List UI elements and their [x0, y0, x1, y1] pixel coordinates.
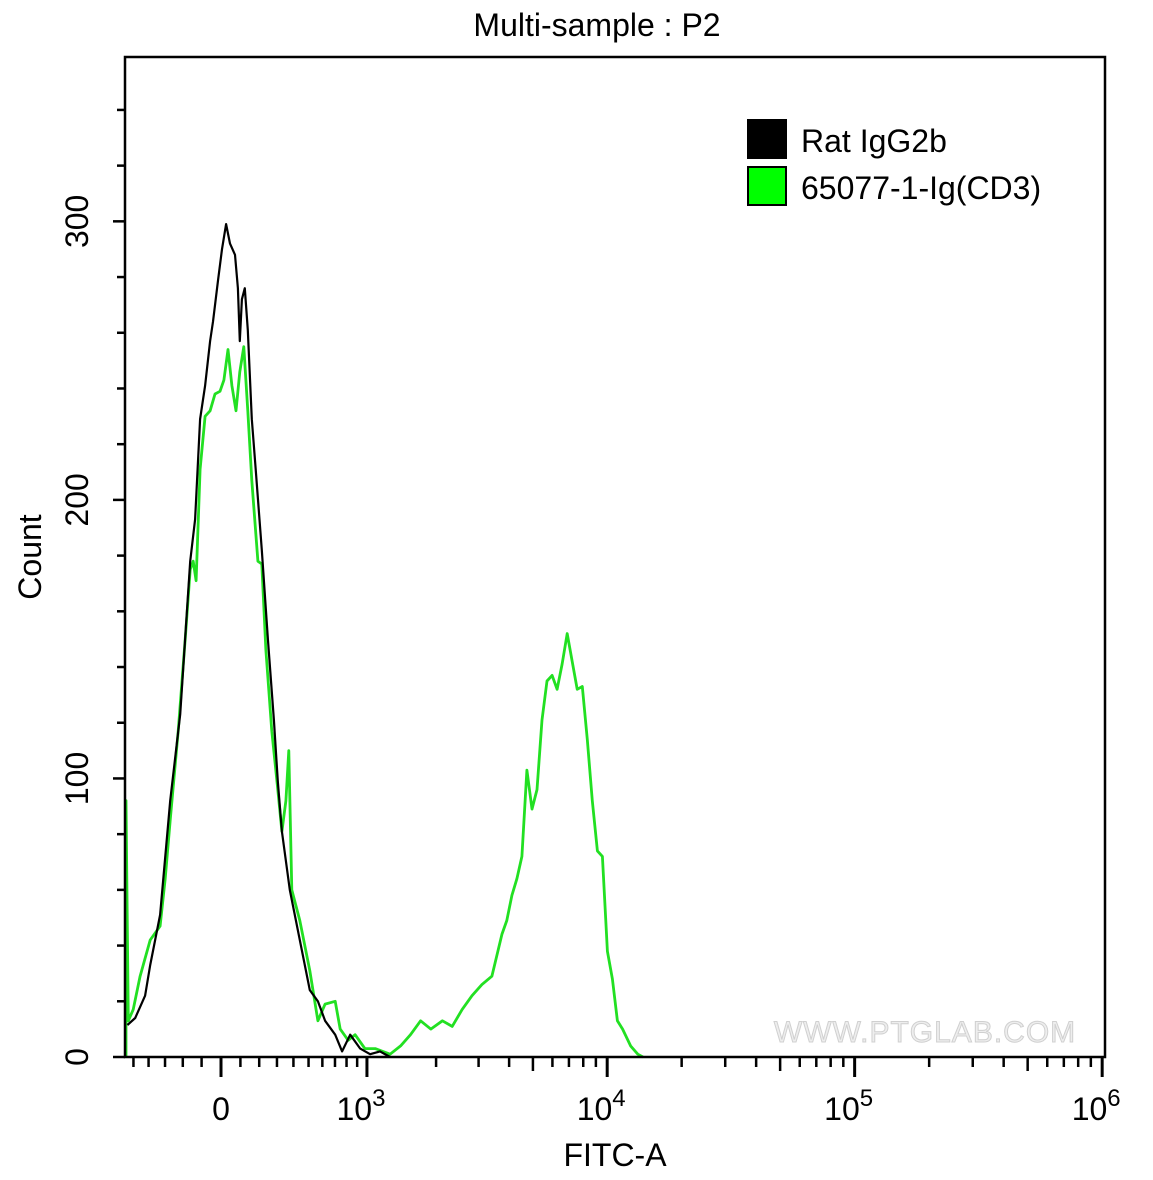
x-axis-label: FITC-A: [563, 1137, 667, 1173]
x-tick-label: 105: [824, 1085, 873, 1127]
x-tick-label: 106: [1072, 1085, 1121, 1127]
axis-ticks: 0 100 200 300 0 103 104 105 106: [59, 108, 1121, 1127]
legend: Rat IgG2b 65077-1-Ig(CD3): [747, 119, 1041, 206]
series-line-rat-igg2b: [126, 223, 391, 1058]
y-tick-label: 300: [59, 195, 95, 248]
plot-curves: [124, 223, 644, 1059]
x-tick-label: 0: [212, 1091, 230, 1127]
watermark: WWW.PTGLAB.COM: [774, 1016, 1076, 1049]
series-line-cd3: [124, 345, 644, 1059]
y-tick-label: 100: [59, 752, 95, 805]
legend-label-rat-igg2b: Rat IgG2b: [801, 123, 947, 159]
x-tick-label: 104: [577, 1085, 626, 1127]
legend-swatch-cd3: [747, 166, 787, 206]
y-tick-label: 0: [59, 1048, 95, 1066]
chart-title: Multi-sample : P2: [473, 7, 720, 43]
plot-frame: [123, 55, 1107, 1059]
legend-label-cd3: 65077-1-Ig(CD3): [801, 170, 1041, 206]
y-tick-label: 200: [59, 473, 95, 526]
y-axis-label: Count: [12, 514, 48, 600]
legend-swatch-rat-igg2b: [747, 119, 787, 159]
x-tick-label: 103: [336, 1085, 385, 1127]
